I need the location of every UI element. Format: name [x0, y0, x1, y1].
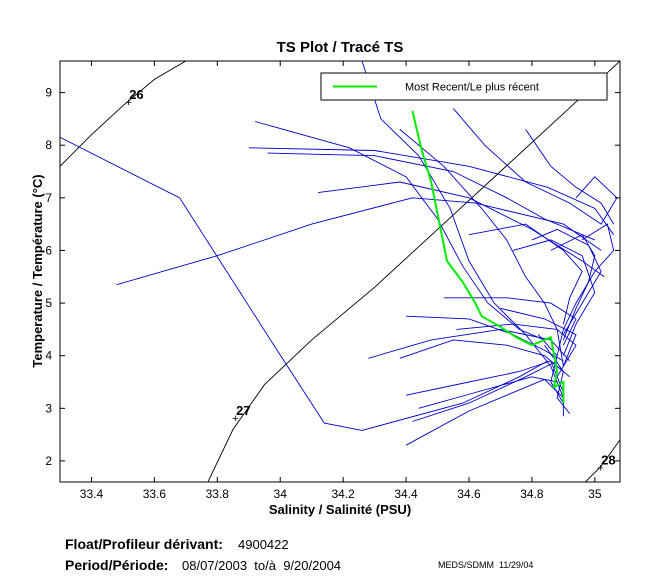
profile-line-3 [248, 147, 615, 235]
y-tick-label: 5 [45, 296, 52, 310]
profile-line-10 [399, 339, 564, 372]
x-tick-label: 33.4 [80, 487, 104, 501]
profile-line-13 [412, 360, 558, 422]
plot-data-layer [60, 61, 620, 482]
profile-line-11 [406, 360, 570, 396]
profile-line-18 [531, 228, 602, 335]
profile-line-27 [468, 223, 583, 325]
profile-line-2 [116, 197, 602, 286]
period-label: Period/Période: [65, 557, 169, 573]
isopycnal-label-26: 26 [129, 87, 143, 102]
isopycnal-27 [207, 61, 620, 482]
x-tick-label: 34 [274, 487, 288, 501]
isopycnal-26 [60, 61, 187, 167]
profile-line-26 [537, 334, 564, 404]
float-label: Float/Profileur dérivant: [65, 536, 223, 552]
plot-frame [59, 60, 621, 483]
credit-stamp: MEDS/SDMM 11/29/04 [438, 560, 534, 570]
profile-line-4 [267, 152, 595, 241]
profile-line-8 [399, 129, 564, 367]
y-tick-label: 8 [45, 138, 52, 152]
most-recent-profile [411, 110, 565, 404]
period-value: 08/07/2003 to/à 9/20/2004 [182, 558, 342, 573]
isopycnal-marker-26: + [125, 97, 131, 109]
profile-line-17 [550, 234, 596, 341]
x-tick-label: 35 [588, 487, 602, 501]
float-id: 4900422 [238, 537, 289, 552]
y-tick-label: 7 [45, 191, 52, 205]
profile-line-28 [512, 239, 596, 356]
profile-line-22 [368, 328, 571, 362]
x-tick-label: 34.6 [457, 487, 481, 501]
profile-line-20 [500, 307, 577, 367]
y-tick-label: 6 [45, 243, 52, 257]
isopycnal-marker-27: + [232, 413, 238, 425]
x-tick-label: 34.2 [331, 487, 355, 501]
isopycnal-label-28: 28 [601, 452, 615, 467]
profile-line-21 [456, 323, 577, 378]
isopycnal-28 [585, 439, 620, 482]
profile-line-15 [525, 129, 615, 225]
profile-line-1 [60, 136, 548, 431]
y-tick-label: 3 [45, 401, 52, 415]
profile-line-5 [254, 121, 545, 341]
isopycnal-label-27: 27 [236, 403, 250, 418]
x-tick-label: 34.8 [520, 487, 544, 501]
y-tick-label: 9 [45, 86, 52, 100]
y-tick-label: 2 [45, 454, 52, 468]
profile-line-16 [556, 223, 615, 356]
profile-line-14 [452, 108, 618, 225]
y-tick-label: 4 [45, 349, 52, 363]
y-axis-label: Temperature / Température (°C) [30, 174, 45, 367]
profile-line-19 [443, 297, 577, 346]
isopycnal-marker-28: + [597, 462, 603, 474]
chart-title: TS Plot / Tracé TS [277, 39, 404, 56]
profile-line-7 [361, 61, 564, 398]
profile-line-6 [317, 181, 605, 278]
x-tick-label: 33.8 [206, 487, 230, 501]
legend-label: Most Recent/Le plus récent [405, 82, 539, 94]
profile-line-23 [405, 378, 564, 446]
x-axis-label: Salinity / Salinité (PSU) [269, 502, 411, 517]
profile-line-12 [418, 376, 558, 409]
x-tick-label: 33.6 [143, 487, 167, 501]
x-tick-label: 34.4 [394, 487, 418, 501]
